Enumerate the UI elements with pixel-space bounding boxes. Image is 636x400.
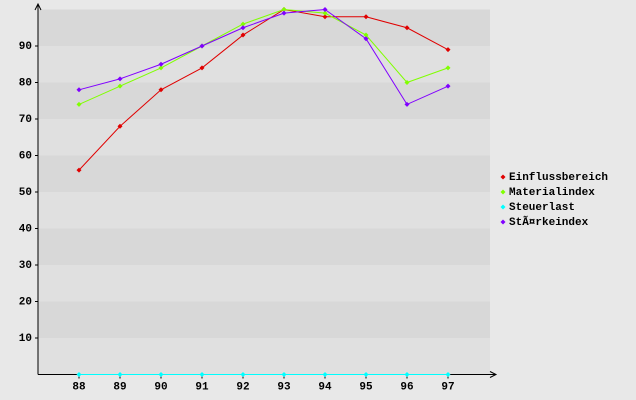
data-point <box>117 123 123 129</box>
data-point <box>240 21 246 27</box>
data-point <box>322 7 328 12</box>
legend-label: StÃ¤rkeindex <box>509 215 589 229</box>
y-tick-label: 10 <box>19 333 32 345</box>
legend-label: Steuerlast <box>509 202 575 214</box>
data-point <box>363 36 369 42</box>
y-tick-label: 80 <box>19 77 32 89</box>
x-tick-label: 92 <box>236 381 249 393</box>
data-point <box>76 372 82 377</box>
x-tick-label: 90 <box>154 381 167 393</box>
series-line <box>78 8 449 106</box>
legend-marker <box>500 174 506 180</box>
data-point <box>404 372 410 377</box>
data-point <box>117 83 123 89</box>
data-point <box>117 372 123 377</box>
x-tick-label: 89 <box>113 381 126 393</box>
data-point <box>445 372 451 377</box>
grid-band <box>38 9 490 46</box>
data-point <box>281 7 287 12</box>
grid-band <box>38 82 490 119</box>
data-point <box>240 32 246 38</box>
x-tick-label: 97 <box>441 381 454 393</box>
x-tick-label: 96 <box>400 381 413 393</box>
data-point <box>76 167 82 173</box>
grid-band <box>38 338 490 375</box>
legend-marker <box>500 219 506 225</box>
series-line <box>78 8 449 171</box>
series-line <box>78 8 449 105</box>
data-point <box>322 10 328 16</box>
y-tick-label: 90 <box>19 41 32 53</box>
x-tick-label: 88 <box>72 381 86 393</box>
data-point <box>281 372 287 377</box>
data-point <box>363 14 369 20</box>
data-point <box>322 372 328 377</box>
data-point <box>363 372 369 377</box>
grid-band <box>38 119 490 156</box>
grid-band <box>38 265 490 302</box>
legend-marker <box>500 189 506 195</box>
data-point <box>158 65 164 71</box>
data-point <box>158 87 164 93</box>
data-point <box>240 372 246 377</box>
data-point <box>322 14 328 20</box>
data-point <box>404 80 410 85</box>
data-point <box>445 83 451 89</box>
legend-label: Materialindex <box>509 187 595 199</box>
grid-band <box>38 155 490 192</box>
data-point <box>445 65 451 71</box>
y-tick-label: 60 <box>19 150 32 162</box>
data-point <box>445 47 451 53</box>
x-tick-label: 95 <box>359 381 373 393</box>
data-point <box>158 61 164 67</box>
legend-marker <box>500 204 506 210</box>
x-tick-label: 91 <box>195 381 209 393</box>
legend-label: Einflussbereich <box>509 172 608 184</box>
data-point <box>199 65 205 71</box>
data-point <box>404 101 410 107</box>
y-tick-label: 40 <box>19 223 32 235</box>
x-tick-label: 94 <box>318 381 332 393</box>
data-point <box>240 25 246 31</box>
y-arrow <box>34 2 42 11</box>
y-tick-label: 20 <box>19 296 32 308</box>
grid-band <box>38 301 490 338</box>
y-tick-label: 70 <box>19 114 32 126</box>
data-point <box>199 43 205 49</box>
data-point <box>199 372 205 377</box>
y-tick-label: 30 <box>19 260 32 272</box>
grid-band <box>38 46 490 83</box>
data-point <box>363 32 369 38</box>
data-point <box>76 87 82 93</box>
grid-band <box>38 228 490 265</box>
x-arrow <box>489 371 498 378</box>
x-tick-label: 93 <box>277 381 291 393</box>
grid-band <box>38 192 490 229</box>
data-point <box>281 10 287 16</box>
data-point <box>404 25 410 31</box>
data-point <box>158 372 164 377</box>
data-point <box>76 101 82 107</box>
y-tick-label: 50 <box>19 187 32 199</box>
data-point <box>117 76 123 82</box>
